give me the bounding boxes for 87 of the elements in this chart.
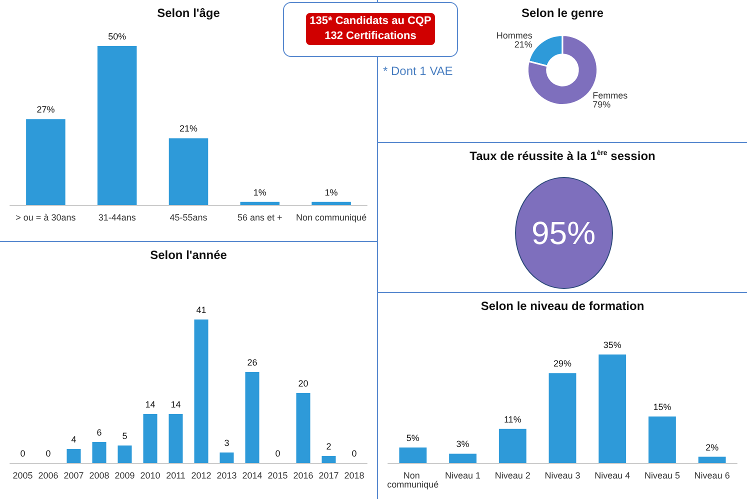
chart-title: Selon l'âge — [157, 6, 220, 20]
data-label: 15% — [653, 402, 672, 412]
data-label: 0 — [275, 448, 280, 458]
bar — [449, 454, 476, 463]
text: * Dont 1 VAE — [383, 64, 453, 78]
text: 132 Certifications — [324, 30, 416, 42]
data-label: 41 — [196, 305, 206, 315]
text: 135* Candidats au CQP — [310, 15, 432, 27]
chart-title: Selon le genre — [521, 6, 604, 20]
data-label: 26 — [247, 358, 258, 368]
data-label: 79% — [592, 99, 611, 110]
x-tick-label: 45-55ans — [170, 212, 208, 222]
text: Taux de réussite à la 1$^{ère}$ session — [468, 149, 656, 163]
x-tick-label: Niveau 4 — [594, 470, 630, 480]
data-label: 14 — [145, 400, 156, 410]
data-label: 20 — [298, 378, 308, 388]
data-label: 14 — [170, 400, 181, 410]
x-tick-label: Niveau 1 — [445, 470, 481, 480]
data-label: 27% — [36, 104, 55, 115]
bar — [648, 416, 676, 463]
x-tick-label: 2012 — [191, 470, 212, 480]
data-label: 5 — [122, 431, 128, 441]
bar — [698, 456, 726, 463]
bar — [240, 202, 280, 205]
data-label: 35% — [603, 340, 622, 350]
bar — [548, 373, 576, 463]
data-label: 1% — [324, 187, 338, 198]
data-label: 21% — [514, 40, 532, 50]
x-tick-label: 31-44ans — [98, 212, 136, 222]
data-label: 3% — [456, 439, 470, 450]
x-tick-label: 2013 — [216, 470, 237, 480]
chart-title: Selon l'année — [149, 248, 228, 262]
bar — [97, 46, 137, 205]
x-tick-label: 2011 — [166, 470, 186, 480]
bar — [168, 414, 183, 463]
bar — [92, 442, 106, 463]
x-tick-label: 2017 — [318, 470, 339, 480]
data-label: 2 — [326, 442, 332, 452]
x-tick-label: 2008 — [89, 470, 110, 480]
x-tick-label: 2006 — [38, 470, 58, 480]
data-label: 0 — [352, 448, 357, 458]
x-tick-label: Non communiqué — [296, 212, 367, 222]
bar — [118, 446, 132, 463]
x-tick-label: 56 ans et + — [238, 212, 282, 222]
bar — [143, 414, 158, 463]
text: 95% — [514, 177, 612, 289]
bar — [26, 119, 66, 205]
data-label: 2% — [706, 442, 719, 452]
data-label: 0 — [20, 448, 26, 458]
x-tick-label: Niveau 3 — [544, 470, 580, 480]
bar — [194, 320, 208, 463]
bar — [498, 428, 526, 463]
x-tick-label: 2005 — [12, 470, 33, 480]
x-tick-label: 2016 — [293, 470, 314, 480]
x-tick-label: Non communiqué — [387, 470, 439, 490]
bar — [598, 354, 626, 463]
x-tick-label: Niveau 2 — [494, 470, 530, 480]
data-label: 4 — [71, 434, 76, 444]
bar — [322, 456, 336, 463]
x-tick-label: 2010 — [140, 470, 160, 480]
slice-label: Hommes — [496, 30, 533, 41]
data-label: 5% — [406, 433, 420, 443]
x-tick-label: 2007 — [64, 470, 84, 480]
data-label: 0 — [46, 448, 51, 458]
x-tick-label: 2009 — [114, 470, 135, 480]
slice-label: Femmes — [592, 90, 628, 100]
x-tick-label: 2015 — [268, 470, 288, 480]
bar — [168, 138, 208, 205]
bar — [312, 202, 351, 205]
x-tick-label: 2014 — [242, 470, 262, 480]
x-tick-label: 2018 — [344, 470, 364, 480]
data-label: 21% — [179, 124, 198, 134]
data-label: 50% — [108, 32, 126, 42]
data-label: 3 — [224, 438, 230, 448]
x-tick-label: > ou = à 30ans — [16, 212, 76, 222]
chart-title: Selon le niveau de formation — [480, 299, 646, 313]
data-label: 6 — [96, 428, 102, 438]
data-label: 29% — [553, 358, 572, 369]
bar — [296, 393, 310, 463]
x-tick-label: Niveau 6 — [694, 470, 730, 480]
bar — [66, 449, 81, 463]
bar — [399, 448, 427, 463]
bar — [245, 372, 260, 463]
data-label: 1% — [253, 187, 266, 198]
x-tick-label: Niveau 5 — [644, 470, 680, 480]
bar — [220, 452, 234, 463]
data-label: 11% — [504, 414, 522, 424]
